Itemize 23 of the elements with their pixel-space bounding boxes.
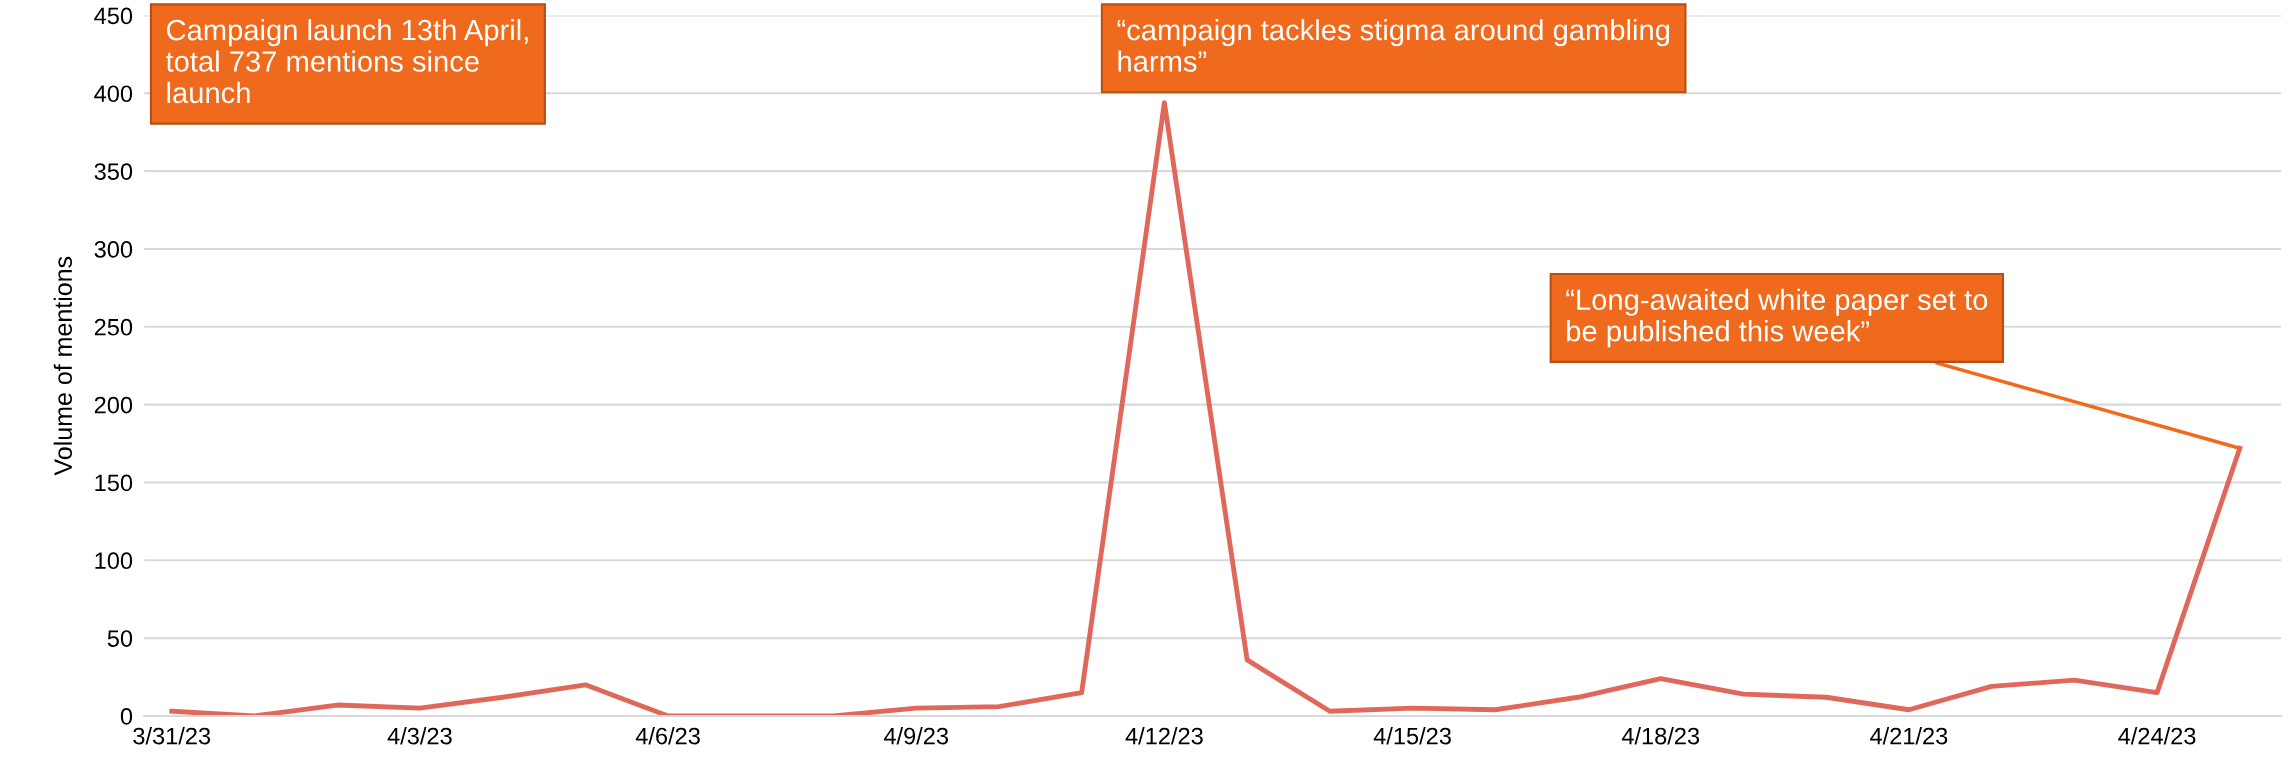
annotation: Campaign launch 13th April, total 737 mentions since launch — [165, 18, 528, 104]
x-tick-label: 4/9/23 — [883, 727, 949, 745]
y-tick-label: 350 — [94, 163, 133, 180]
y-tick-label: 0 — [120, 708, 133, 725]
x-tick-label: 4/21/23 — [1870, 727, 1948, 745]
x-tick-label: 4/12/23 — [1125, 727, 1203, 745]
x-tick-label: 4/6/23 — [635, 727, 700, 745]
annotation: “Long-awaited white paper set to be published this week” — [1566, 288, 1988, 348]
y-tick-label: 100 — [95, 552, 133, 570]
y-tick-label: 250 — [94, 318, 133, 336]
x-tick-label: 4/3/23 — [387, 727, 452, 745]
x-tick-label: 4/18/23 — [1621, 727, 1700, 745]
y-tick-label: 400 — [94, 85, 133, 103]
x-tick-label: 4/24/23 — [2118, 727, 2196, 745]
y-tick-label: 300 — [94, 241, 133, 258]
y-tick-label: 50 — [107, 630, 133, 647]
y-tick-label: 200 — [94, 396, 133, 414]
x-tick-label: 4/15/23 — [1373, 727, 1451, 745]
annotation: “campaign tackles stigma around gambling harms” — [1117, 18, 1670, 72]
y-axis-title: Volume of mentions — [53, 256, 73, 476]
y-tick-label: 150 — [95, 474, 133, 492]
y-tick-label: 450 — [94, 7, 133, 25]
x-tick-label: 3/31/23 — [133, 727, 211, 745]
